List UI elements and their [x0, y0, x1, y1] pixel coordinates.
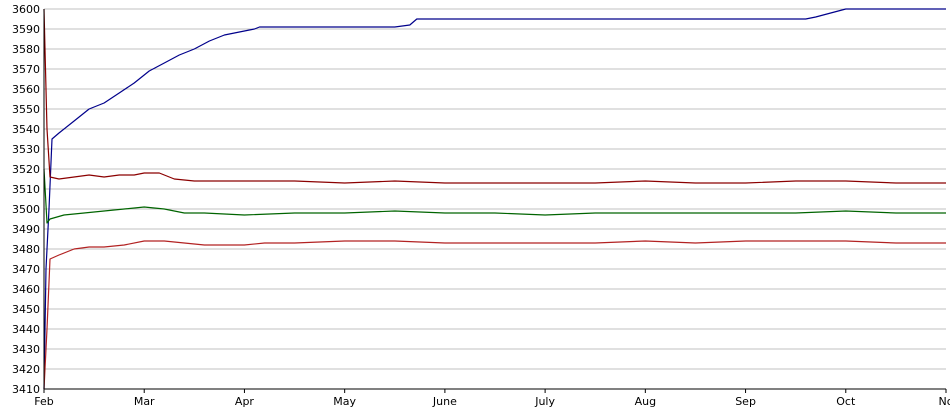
y-tick-label: 3530 [12, 143, 40, 156]
x-tick-label: June [432, 395, 457, 408]
y-tick-label: 3540 [12, 123, 40, 136]
y-tick-label: 3510 [12, 183, 40, 196]
x-tick-label: Oct [836, 395, 856, 408]
x-tick-label: July [534, 395, 555, 408]
grid-lines [44, 8, 946, 390]
y-tick-label: 3580 [12, 43, 40, 56]
x-tick-label: Sep [735, 395, 756, 408]
y-tick-label: 3520 [12, 163, 40, 176]
y-tick-label: 3550 [12, 103, 40, 116]
series-line-2 [43, 8, 946, 184]
x-tick-label: No [939, 395, 950, 408]
y-tick-label: 3570 [12, 63, 40, 76]
y-tick-label: 3460 [12, 283, 40, 296]
series-line-1 [43, 8, 946, 390]
x-tick-label: Apr [235, 395, 255, 408]
x-tick-label: Mar [134, 395, 155, 408]
y-tick-label: 3450 [12, 303, 40, 316]
y-tick-label: 3420 [12, 363, 40, 376]
y-tick-label: 3560 [12, 83, 40, 96]
x-tick-label: Feb [34, 395, 53, 408]
x-tick-label: May [333, 395, 356, 408]
axes [43, 9, 947, 393]
y-tick-label: 3480 [12, 243, 40, 256]
y-tick-label: 3410 [12, 383, 40, 396]
series-line-4 [43, 240, 946, 390]
series-line-3 [43, 168, 946, 224]
y-tick-label: 3490 [12, 223, 40, 236]
y-tick-labels: 3410 3420 3430 3440 3450 3460 3470 3480 3490 3500… [12, 3, 40, 396]
y-tick-label: 3430 [12, 343, 40, 356]
x-tick-label: Aug [635, 395, 656, 408]
x-tick-labels: Feb Mar Apr May June July Aug Sep Oct No [34, 395, 950, 408]
y-tick-label: 3600 [12, 3, 40, 16]
series-layer [43, 8, 946, 390]
y-tick-label: 3440 [12, 323, 40, 336]
y-tick-label: 3500 [12, 203, 40, 216]
y-tick-label: 3590 [12, 23, 40, 36]
y-tick-label: 3470 [12, 263, 40, 276]
